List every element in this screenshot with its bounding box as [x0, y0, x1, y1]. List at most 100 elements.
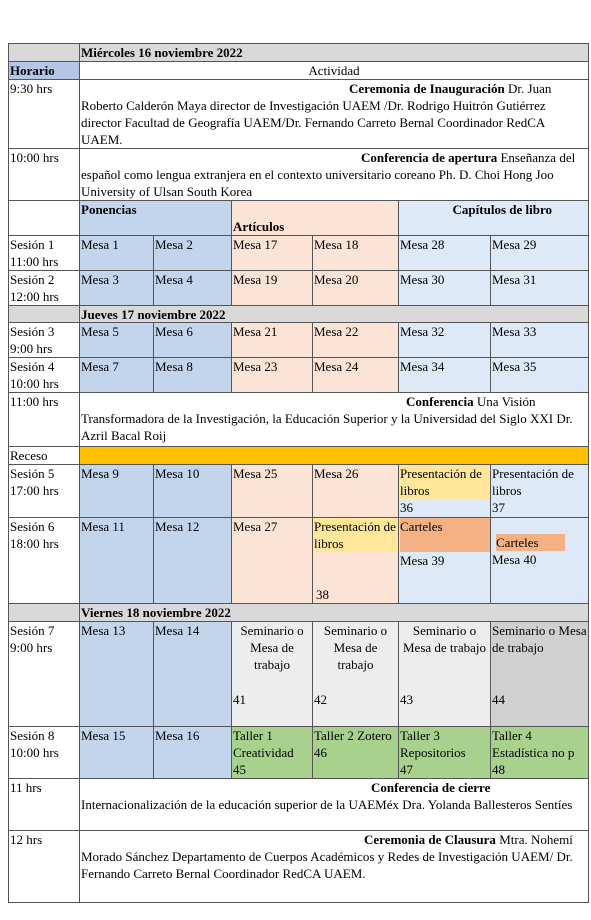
session-cell: Mesa 26	[312, 464, 399, 518]
session-label: Sesión 8	[10, 728, 55, 743]
cell-label: Seminario o Mesa de trabajo	[492, 623, 587, 655]
mesa-label: Mesa 25	[233, 466, 278, 481]
session-cell: Mesa 28	[398, 235, 491, 271]
session-time-cell: Sesión 5 17:00 hrs	[8, 464, 80, 518]
mesa-label: Mesa 4	[155, 272, 193, 287]
session-cell: Taller 1 Creatividad 45	[231, 726, 313, 779]
day-header: Jueves 17 noviembre 2022	[79, 305, 589, 323]
event-title: Conferencia	[406, 394, 474, 409]
event-time: 10:00 hrs	[10, 150, 59, 165]
session-time: 10:00 hrs	[10, 376, 59, 391]
group-title: Ponencias	[81, 202, 137, 217]
header-activity: Actividad	[308, 63, 360, 78]
event-text: Enseñanza del español como lengua extran…	[81, 150, 576, 199]
cell-label: Taller 1 Creatividad	[233, 728, 294, 760]
session-cell: Taller 4 Estadística no p 48	[490, 726, 589, 779]
day-title: Miércoles 16 noviembre 2022	[81, 45, 243, 60]
session-time-cell: Sesión 4 10:00 hrs	[8, 357, 80, 393]
session-cell: Mesa 11	[79, 517, 154, 604]
event-cell: Ceremonia de Inauguración Dr. Juan Rober…	[79, 79, 589, 149]
session-cell: Mesa 35	[490, 357, 589, 393]
time-cell: 11:00 hrs	[8, 392, 80, 447]
session-cell: Taller 3 Repositorios 47	[398, 726, 491, 779]
session-cell: Seminario o Mesa de trabajo 41	[231, 621, 313, 727]
event-title: Conferencia de cierre	[371, 780, 491, 795]
cell-label: Taller 4 Estadística no p	[492, 728, 575, 760]
mesa-label: Mesa 7	[81, 359, 119, 374]
session-time: 18:00 hrs	[10, 536, 59, 551]
event-time: 9:30 hrs	[10, 81, 53, 96]
session-cell: Mesa 15	[79, 726, 154, 779]
mesa-label: Mesa 33	[492, 324, 537, 339]
session-label: Sesión 4	[10, 359, 55, 374]
event-cell: Ceremonia de Clausura Mtra. Nohemí Morad…	[79, 830, 589, 903]
session-cell: Mesa 18	[312, 235, 399, 271]
mesa-label: Mesa 12	[155, 519, 200, 534]
session-cell: Mesa 22	[312, 322, 399, 358]
session-cell: Mesa 9	[79, 464, 154, 518]
day-title: Jueves 17 noviembre 2022	[81, 307, 226, 322]
day-title: Viernes 18 noviembre 2022	[81, 605, 231, 620]
session-cell: Taller 2 Zotero 46	[312, 726, 399, 779]
session-cell: Mesa 24	[312, 357, 399, 393]
event-time: 11:00 hrs	[10, 394, 59, 409]
group-title: Artículos	[233, 219, 285, 234]
event-title: Ceremonia de Clausura	[364, 832, 496, 847]
cell-number: 46	[314, 745, 327, 760]
mesa-label: Mesa 24	[314, 359, 359, 374]
session-time-cell: Sesión 2 12:00 hrs	[8, 270, 80, 306]
mesa-label: Mesa 14	[155, 623, 200, 638]
session-time: 17:00 hrs	[10, 483, 59, 498]
event-text: Mtra. Nohemí Morado Sánchez Departamento…	[81, 832, 573, 881]
cell-label: Seminario o Mesa de trabajo	[402, 623, 487, 655]
session-cell: Mesa 25	[231, 464, 313, 518]
mesa-label: Mesa 6	[155, 324, 193, 339]
mesa-label: Mesa 28	[400, 237, 445, 252]
header-cell: Horario	[8, 61, 80, 80]
session-time-cell: Sesión 7 9:00 hrs	[8, 621, 80, 727]
cell-number: 36	[400, 500, 413, 515]
session-label: Sesión 6	[10, 519, 55, 534]
session-cell: Mesa 16	[153, 726, 232, 779]
cell-label: Presentación de libros	[314, 518, 397, 552]
event-time: 11 hrs	[10, 780, 42, 795]
session-cell: Mesa 21	[231, 322, 313, 358]
group-cell: Capítulos de libro	[398, 200, 589, 236]
cell-label: Seminario o Mesa de trabajo	[323, 623, 388, 672]
mesa-label: Mesa 23	[233, 359, 278, 374]
session-cell: Mesa 19	[231, 270, 313, 306]
cell-label: Seminario o Mesa de trabajo	[240, 623, 304, 672]
header-cell: Actividad	[79, 61, 589, 80]
cell-label: Presentación de libros	[492, 466, 574, 498]
session-time: 10:00 hrs	[10, 745, 59, 760]
mesa-label: Mesa 16	[155, 728, 200, 743]
cell-number: 41	[233, 692, 246, 707]
mesa-label: Mesa 9	[81, 466, 119, 481]
session-cell: Mesa 23	[231, 357, 313, 393]
session-cell: Mesa 20	[312, 270, 399, 306]
mesa-label: Mesa 1	[81, 237, 119, 252]
mesa-label: Mesa 32	[400, 324, 445, 339]
session-time-cell: Sesión 6 18:00 hrs	[8, 517, 80, 604]
mesa-label: Mesa 8	[155, 359, 193, 374]
session-cell: Mesa 2	[153, 235, 232, 271]
session-cell: Seminario o Mesa de trabajo 43	[398, 621, 491, 727]
mesa-label: Mesa 2	[155, 237, 193, 252]
group-cell: Ponencias	[79, 200, 232, 236]
session-cell: Mesa 12	[153, 517, 232, 604]
mesa-label: Mesa 13	[81, 623, 126, 638]
session-cell: Mesa 3	[79, 270, 154, 306]
mesa-label: Mesa 21	[233, 324, 278, 339]
recess-bar	[79, 446, 589, 465]
session-cell: Mesa 4	[153, 270, 232, 306]
session-time-cell: Sesión 8 10:00 hrs	[8, 726, 80, 779]
mesa-label: Mesa 5	[81, 324, 119, 339]
time-cell: 11 hrs	[8, 778, 80, 831]
cell-number: Mesa 40	[492, 552, 537, 567]
mesa-label: Mesa 27	[233, 519, 278, 534]
day-cell	[8, 305, 80, 323]
event-text: Internacionalización de la educación sup…	[81, 797, 573, 812]
cell-number: 47	[400, 762, 413, 777]
session-cell: Mesa 32	[398, 322, 491, 358]
